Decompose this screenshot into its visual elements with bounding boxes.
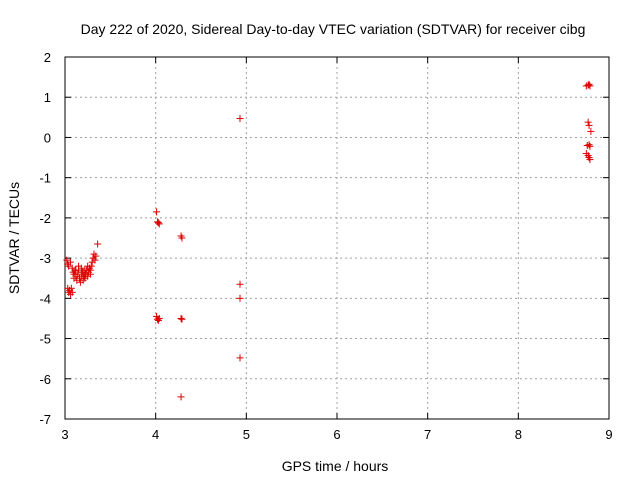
y-tick-label: -1 [39,171,51,186]
data-point [236,294,244,302]
y-tick-labels: 2 1 0 -1 -2 -3 -4 -5 -6 -7 [39,50,51,427]
data-point [72,266,80,274]
y-tick-label: -7 [39,412,51,427]
data-point [236,280,244,288]
y-tick-label: -4 [39,291,51,306]
grid [65,57,609,419]
data-point [74,270,82,278]
y-tick-label: 1 [44,90,51,105]
x-tick-labels: 3 4 5 6 7 8 9 [61,427,612,442]
data-point [91,256,99,264]
x-tick-label: 7 [424,427,431,442]
data-point [77,264,85,272]
data-point [236,354,244,362]
data-point [66,258,74,266]
x-tick-label: 6 [333,427,340,442]
axis-ticks [64,56,610,420]
data-point [86,266,94,274]
data-point [587,127,595,135]
data-point [153,208,161,216]
data-point [94,240,102,248]
y-tick-label: -5 [39,332,51,347]
data-point [154,219,162,227]
data-point [586,156,594,164]
data-point [177,314,185,322]
y-tick-label: 0 [44,130,51,145]
y-tick-label: -2 [39,211,51,226]
data-point [178,315,186,323]
x-tick-label: 5 [243,427,250,442]
x-axis-label: GPS time / hours [282,458,389,474]
data-point [586,142,594,150]
data-point [92,252,100,260]
data-point [586,82,594,90]
data-point [236,115,244,123]
y-tick-label: 2 [44,50,51,65]
x-tick-label: 4 [152,427,159,442]
data-point [585,141,593,149]
data-points [63,80,595,401]
data-point [585,121,593,129]
data-point [177,393,185,401]
data-point [63,256,71,264]
x-tick-label: 3 [61,427,68,442]
data-point [155,220,163,228]
data-point [79,268,87,276]
data-point [84,262,92,270]
data-point [68,288,76,296]
data-point [178,234,186,242]
y-tick-label: -3 [39,251,51,266]
data-point [155,314,163,322]
x-tick-label: 9 [605,427,612,442]
data-point [584,81,592,89]
data-point [65,262,73,270]
chart-title: Day 222 of 2020, Sidereal Day-to-day VTE… [81,21,586,37]
data-point [585,80,593,88]
y-axis-label: SDTVAR / TECUs [6,182,22,294]
data-point [67,284,75,292]
y-tick-label: -6 [39,372,51,387]
x-tick-label: 8 [515,427,522,442]
data-point [584,118,592,126]
data-point [153,315,161,323]
